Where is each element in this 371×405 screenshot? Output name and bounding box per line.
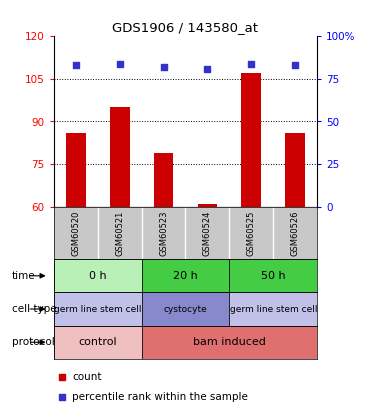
Point (59, 394, 65, 401)
Bar (54, 292, 142, 326)
Text: GSM60525: GSM60525 (247, 211, 256, 256)
Bar (66, 133, 86, 207)
Text: germ line stem cell: germ line stem cell (230, 305, 317, 313)
Text: protocol: protocol (12, 337, 55, 347)
Text: germ line stem cell: germ line stem cell (54, 305, 141, 313)
Text: count: count (72, 372, 102, 382)
Point (292, 62, 298, 68)
Bar (242, 73, 261, 207)
Bar (54, 259, 142, 292)
Bar (154, 153, 173, 207)
Text: GSM60521: GSM60521 (115, 211, 124, 256)
Text: 20 h: 20 h (173, 271, 198, 281)
Text: cystocyte: cystocyte (164, 305, 207, 313)
Text: GSM60520: GSM60520 (71, 211, 80, 256)
Bar (142, 292, 229, 326)
Point (204, 66, 210, 72)
Point (116, 60, 122, 67)
Point (59, 374, 65, 380)
Text: cell type: cell type (12, 304, 56, 314)
Text: bam induced: bam induced (193, 337, 266, 347)
Bar (229, 292, 317, 326)
Text: percentile rank within the sample: percentile rank within the sample (72, 392, 248, 402)
Bar (229, 259, 317, 292)
Point (161, 64, 167, 70)
Bar (110, 107, 129, 207)
Text: 0 h: 0 h (89, 271, 106, 281)
Text: 50 h: 50 h (261, 271, 286, 281)
Title: GDS1906 / 143580_at: GDS1906 / 143580_at (112, 21, 259, 34)
Text: GSM60526: GSM60526 (291, 211, 300, 256)
Point (73, 62, 79, 68)
Point (249, 60, 255, 67)
Bar (198, 204, 217, 207)
Text: GSM60523: GSM60523 (159, 211, 168, 256)
Bar (54, 326, 142, 359)
Bar (142, 259, 229, 292)
Text: control: control (78, 337, 117, 347)
Bar (142, 326, 317, 359)
Text: GSM60524: GSM60524 (203, 211, 212, 256)
Text: time: time (12, 271, 35, 281)
Bar (285, 133, 305, 207)
